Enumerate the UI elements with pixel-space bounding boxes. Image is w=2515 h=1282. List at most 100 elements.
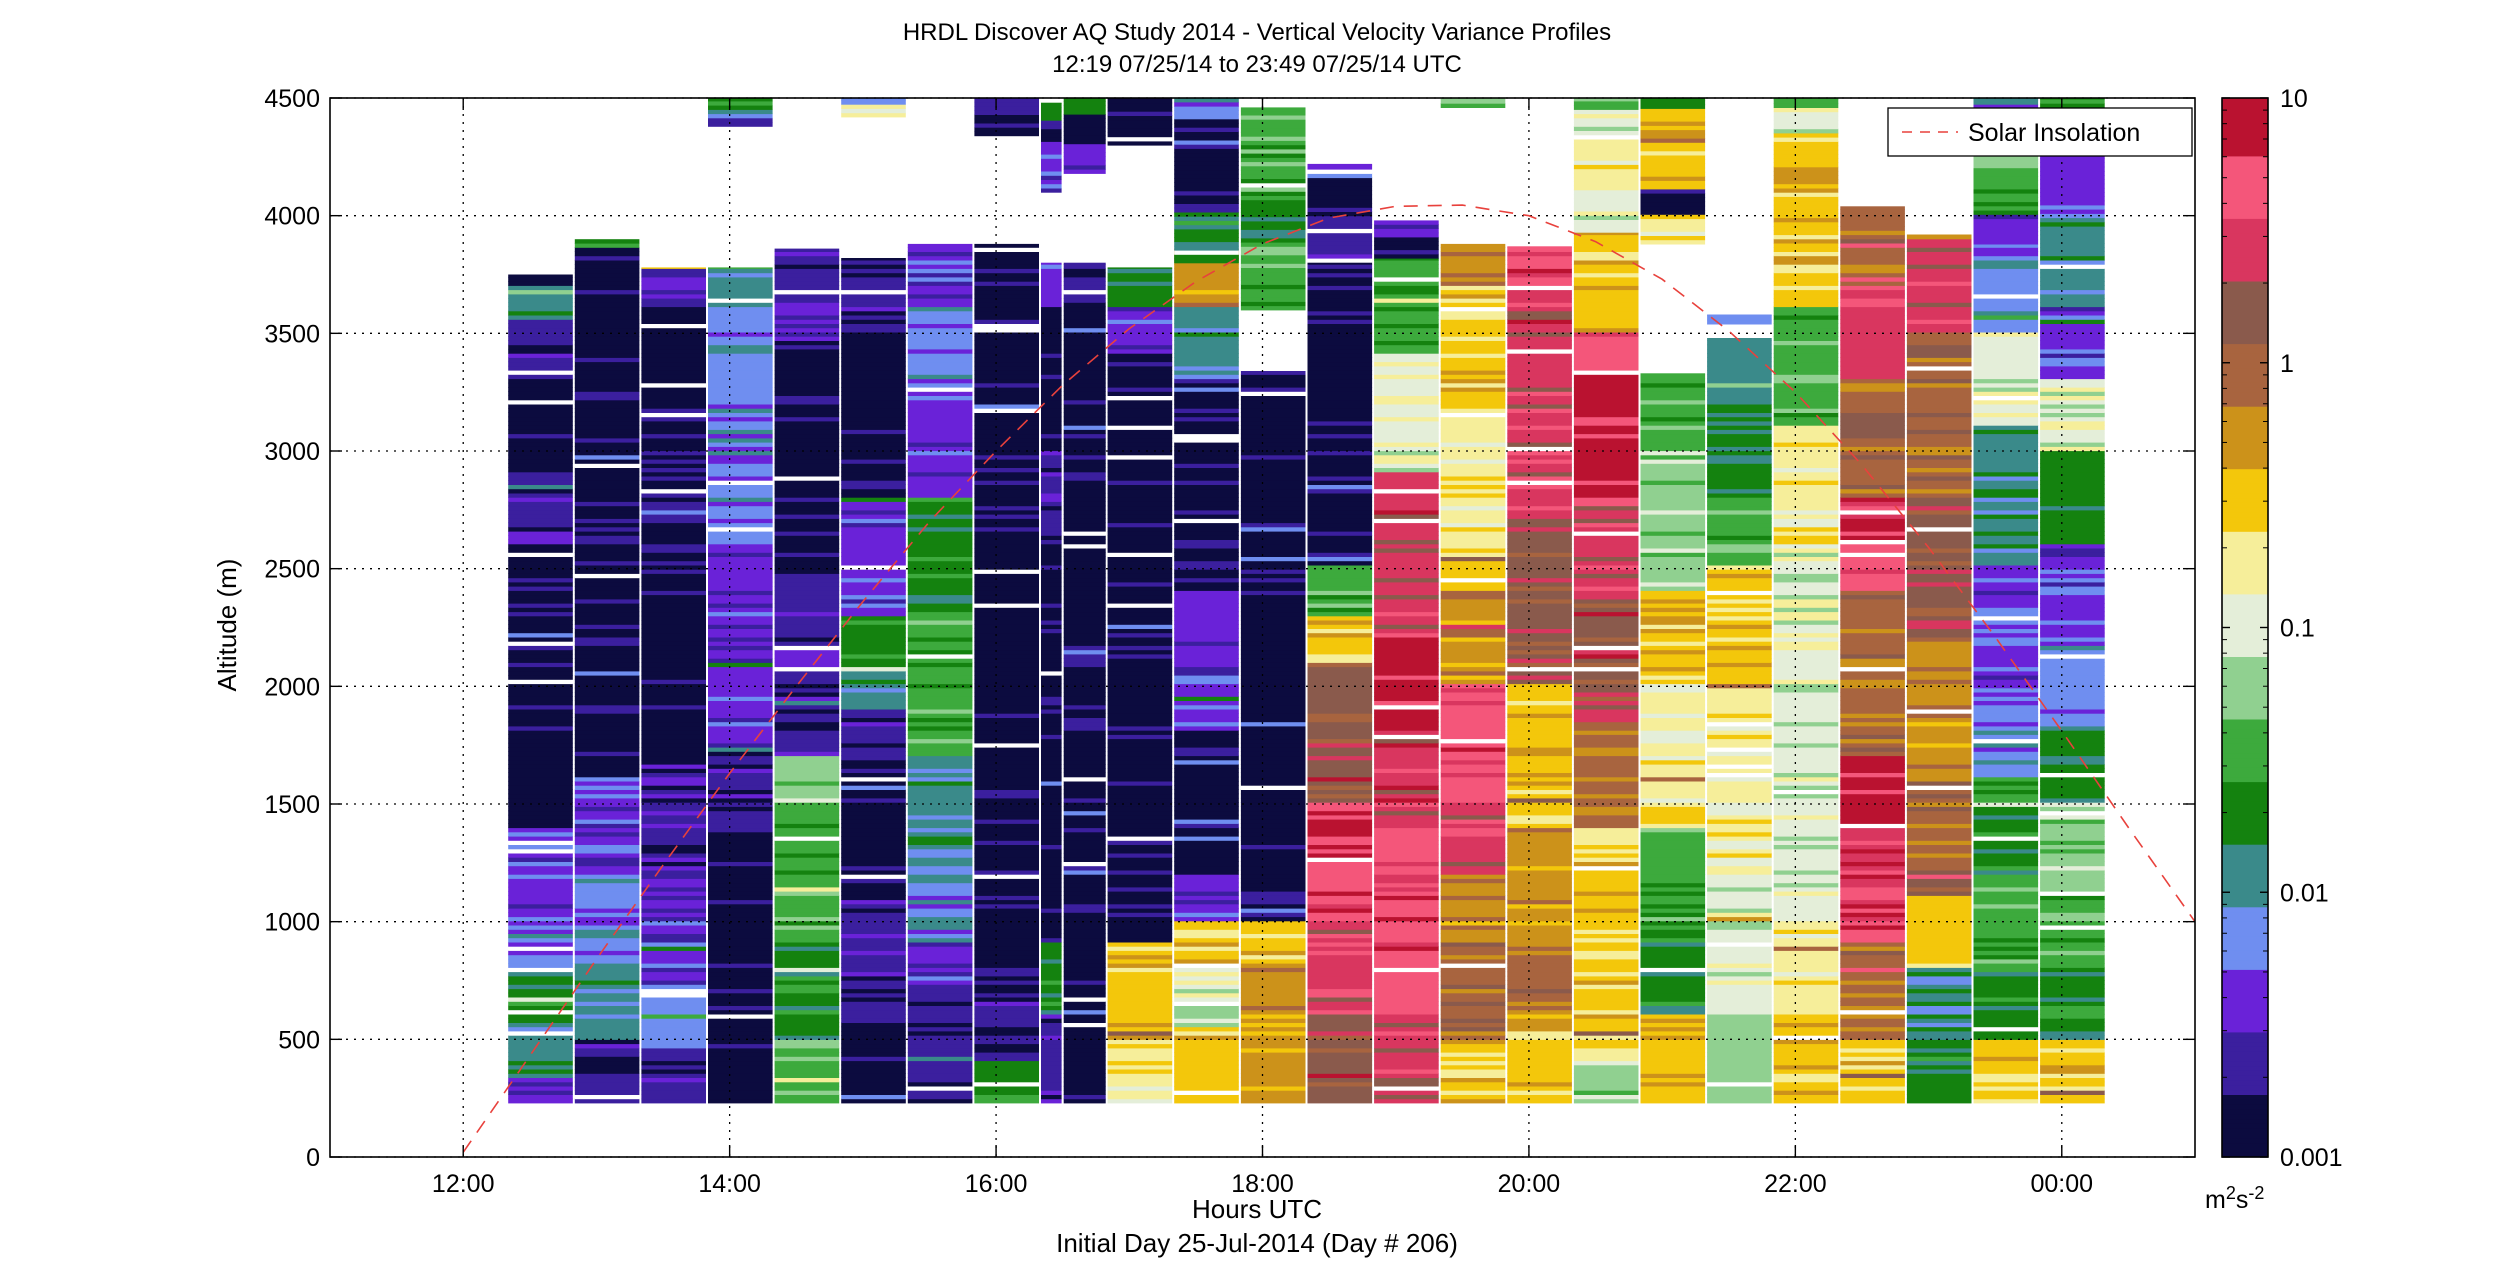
profile-column-23-cell [1973, 433, 2039, 439]
profile-column-3-cell [708, 1073, 773, 1078]
profile-column-19-cell [1707, 916, 1772, 922]
profile-column-10-cell [1107, 607, 1173, 613]
profile-column-11-cell [1174, 937, 1239, 943]
profile-column-10-cell [1107, 789, 1173, 795]
profile-column-15-cell [1440, 315, 1506, 320]
profile-column-8-cell [1041, 276, 1062, 282]
profile-column-22-cell [1906, 827, 1972, 833]
profile-column-16-cell [1507, 1094, 1572, 1100]
profile-column-19-cell [1707, 831, 1772, 837]
profile-column-4-cell [774, 988, 840, 994]
profile-column-15-cell [1440, 556, 1506, 562]
profile-column-16-cell [1507, 361, 1572, 367]
profile-column-10-cell [1107, 755, 1173, 761]
upper-segment-11-cell [1573, 126, 1639, 131]
profile-column-16-cell [1507, 365, 1572, 371]
profile-column-1-cell [574, 1043, 640, 1049]
profile-column-16-cell [1507, 844, 1572, 850]
profile-column-22-cell [1906, 687, 1972, 693]
profile-column-12-cell [1240, 425, 1306, 430]
profile-column-16-cell [1507, 971, 1572, 977]
profile-column-6-cell [907, 387, 973, 392]
profile-column-21-cell [1840, 645, 1905, 651]
profile-column-2-cell [641, 577, 706, 583]
profile-column-13-cell [1307, 1047, 1373, 1053]
profile-column-2-cell [641, 336, 706, 341]
profile-column-21-cell [1840, 725, 1905, 731]
profile-column-12-cell [1240, 831, 1306, 837]
profile-column-13-cell [1307, 581, 1373, 587]
profile-column-21-cell [1840, 806, 1905, 812]
profile-column-3-cell [708, 1043, 773, 1049]
profile-column-15-cell [1440, 1090, 1506, 1095]
profile-column-12-cell [1240, 1022, 1306, 1028]
profile-column-20-cell [1773, 683, 1839, 689]
profile-column-21-cell [1840, 1085, 1905, 1091]
profile-column-8-cell [1041, 348, 1062, 354]
profile-column-13-cell [1307, 840, 1373, 845]
profile-column-3-cell [708, 285, 773, 291]
profile-column-21-cell [1840, 772, 1905, 778]
chart-subtitle: 12:19 07/25/14 to 23:49 07/25/14 UTC [1052, 51, 1462, 78]
profile-column-23-cell [1973, 247, 2039, 252]
profile-column-10-cell [1107, 1098, 1173, 1104]
upper-segment-11-cell [1573, 194, 1639, 199]
profile-column-20-cell [1773, 221, 1839, 227]
profile-column-8-cell [1041, 751, 1062, 757]
profile-column-18-cell [1640, 543, 1706, 549]
profile-column-0-cell [508, 302, 573, 308]
profile-column-15-cell [1440, 980, 1506, 985]
profile-column-14-cell [1374, 590, 1439, 596]
profile-column-0-cell [508, 522, 573, 528]
profile-column-22-cell [1906, 552, 1972, 557]
profile-column-11-cell [1174, 425, 1239, 430]
profile-column-14-cell [1374, 370, 1439, 375]
profile-column-22-cell [1906, 785, 1972, 790]
profile-column-11-cell [1174, 912, 1239, 918]
profile-column-9-cell [1063, 408, 1106, 413]
profile-column-8-cell [1041, 302, 1062, 308]
profile-column-9-cell [1063, 607, 1106, 613]
profile-column-2-cell [641, 759, 706, 765]
profile-column-13-cell [1307, 730, 1373, 735]
profile-column-8-cell [1041, 658, 1062, 663]
profile-column-4-cell [774, 344, 840, 350]
profile-column-10-cell [1107, 442, 1173, 447]
profile-column-6-cell [907, 687, 973, 693]
profile-column-23-cell [1973, 819, 2039, 824]
profile-column-18-cell [1640, 1039, 1706, 1045]
profile-column-1-cell [574, 255, 640, 261]
profile-column-5-cell [841, 980, 906, 985]
profile-column-19-cell [1707, 857, 1772, 862]
profile-column-12-cell [1240, 793, 1306, 799]
profile-column-15-cell [1440, 564, 1506, 570]
profile-column-4-cell [774, 869, 840, 875]
profile-column-15-cell [1440, 823, 1506, 829]
upper-segment-5-cell [1107, 128, 1173, 133]
profile-column-3-cell [708, 675, 773, 680]
profile-column-21-cell [1840, 344, 1905, 350]
profile-column-9-cell [1063, 374, 1106, 380]
profile-column-4-cell [774, 391, 840, 396]
profile-column-2-cell [641, 819, 706, 824]
profile-column-12-cell [1240, 543, 1306, 549]
profile-column-13-cell [1307, 785, 1373, 790]
profile-column-1-cell [574, 1069, 640, 1074]
upper-segment-3-cell [1041, 132, 1062, 138]
upper-segment-7-cell [1240, 195, 1306, 201]
profile-column-0-cell [508, 971, 573, 977]
profile-column-8-cell [1041, 429, 1062, 435]
profile-column-14-cell [1374, 433, 1439, 439]
profile-column-9-cell [1063, 971, 1106, 977]
profile-column-3-cell [708, 382, 773, 388]
profile-column-19-cell [1707, 1052, 1772, 1057]
profile-column-9-cell [1063, 615, 1106, 621]
profile-column-11-cell [1174, 958, 1239, 964]
profile-column-10-cell [1107, 272, 1173, 278]
profile-column-15-cell [1440, 255, 1506, 261]
profile-column-4-cell [774, 1064, 840, 1070]
profile-column-8-cell [1041, 997, 1062, 1002]
profile-column-21-cell [1840, 611, 1905, 617]
profile-column-18-cell [1640, 730, 1706, 735]
profile-column-11-cell [1174, 526, 1239, 532]
